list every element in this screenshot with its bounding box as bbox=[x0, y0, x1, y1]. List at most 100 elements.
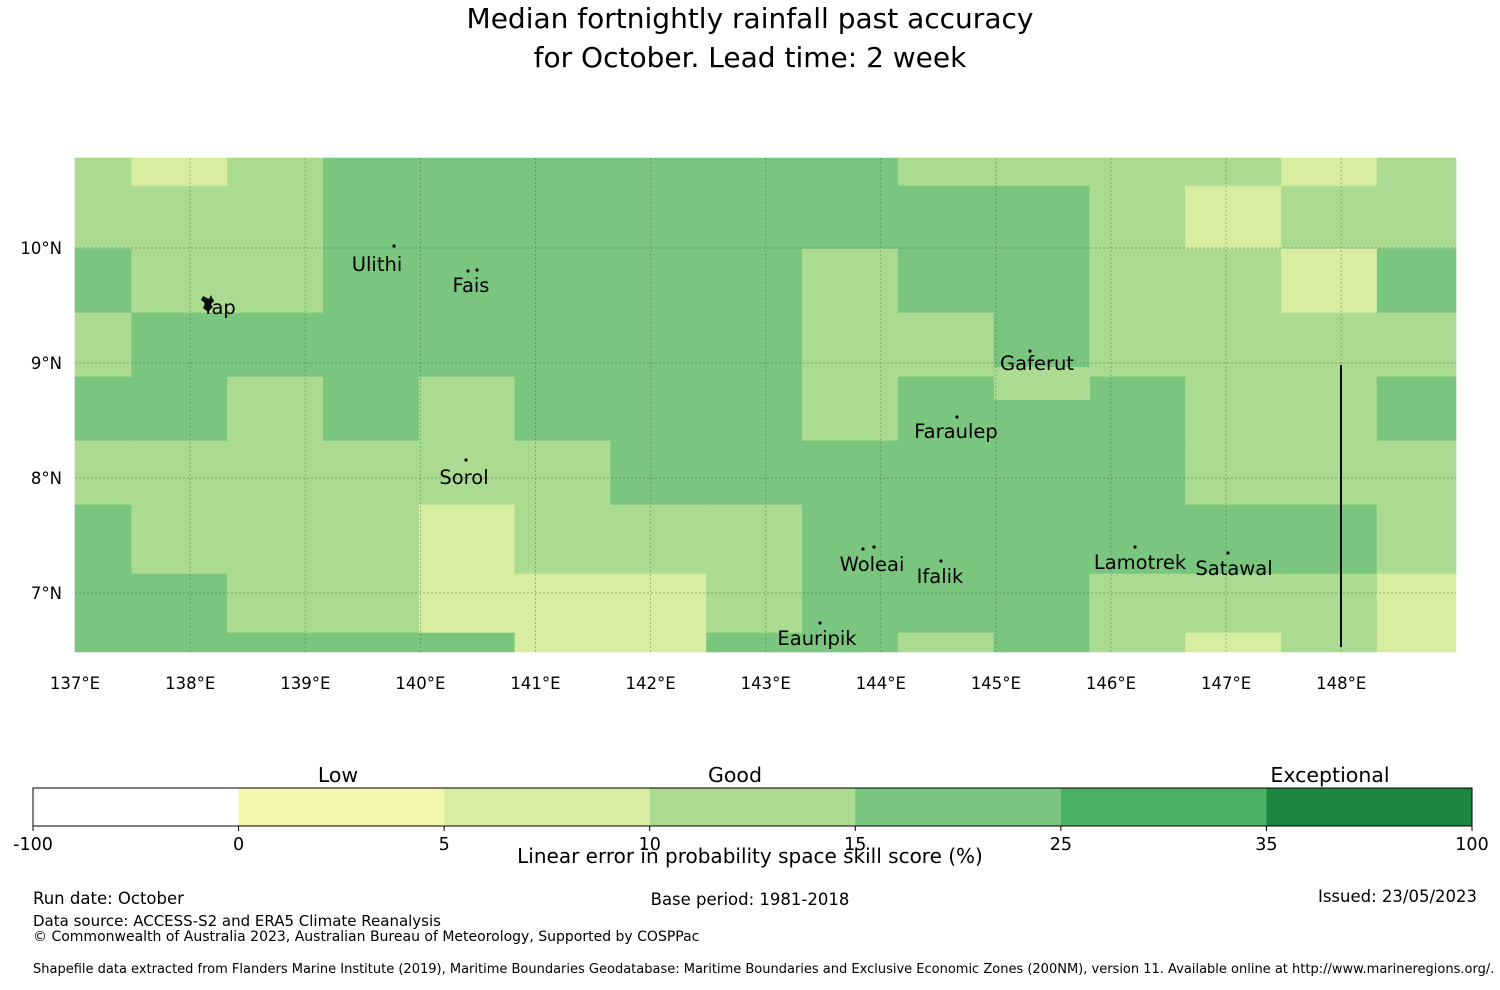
colorbar-tick-label: 5 bbox=[439, 835, 450, 855]
x-axis-tick-label: 140°E bbox=[395, 674, 445, 693]
island-label: Faraulep bbox=[914, 420, 998, 443]
y-axis-tick-label: 10°N bbox=[20, 239, 62, 258]
heatmap-cell bbox=[514, 440, 611, 506]
colorbar-segment bbox=[238, 788, 445, 826]
heatmap-cell bbox=[1281, 376, 1378, 442]
heatmap-cell bbox=[1376, 157, 1457, 187]
heatmap-cell bbox=[610, 157, 707, 187]
y-axis-tick-label: 7°N bbox=[31, 584, 62, 603]
base-period-label: Base period: 1981-2018 bbox=[650, 890, 850, 909]
heatmap-cell bbox=[897, 312, 995, 378]
colorbar-segment bbox=[1266, 788, 1473, 826]
x-axis-tick-label: 141°E bbox=[510, 674, 560, 693]
x-axis-tick-label: 143°E bbox=[741, 674, 791, 693]
heatmap-cell bbox=[1185, 573, 1282, 634]
heatmap-cell bbox=[1281, 573, 1378, 634]
x-axis-tick-label: 147°E bbox=[1201, 674, 1251, 693]
heatmap-cell bbox=[227, 185, 324, 250]
heatmap-cell bbox=[323, 248, 420, 314]
heatmap-cell bbox=[1089, 185, 1186, 250]
heatmap-cell bbox=[802, 185, 899, 250]
island-dot-icon bbox=[872, 545, 876, 549]
x-axis-tick-label: 144°E bbox=[856, 674, 906, 693]
heatmap-cell bbox=[610, 440, 707, 506]
colorbar-tick-label: -100 bbox=[13, 835, 53, 855]
heatmap-cell bbox=[74, 376, 132, 442]
heatmap-cell bbox=[131, 312, 228, 378]
heatmap-cell bbox=[227, 440, 324, 506]
heatmap-cell bbox=[74, 440, 132, 506]
colorbar-frame bbox=[32, 787, 1473, 827]
heatmap-cell bbox=[993, 504, 1090, 575]
island-label: Lamotrek bbox=[1094, 551, 1187, 574]
heatmap-cell bbox=[1281, 157, 1378, 187]
heatmap-cell bbox=[993, 185, 1090, 250]
colorbar-tick-label: 15 bbox=[844, 835, 866, 855]
heatmap-cell bbox=[514, 248, 611, 314]
colorbar-tick-label: 10 bbox=[639, 835, 661, 855]
heatmap-cell bbox=[514, 185, 611, 250]
heatmap-cell bbox=[418, 376, 516, 442]
heatmap-cell bbox=[227, 573, 324, 634]
heatmap-cell bbox=[706, 248, 803, 314]
heatmap-cell bbox=[610, 248, 707, 314]
colorbar-tick-label: 25 bbox=[1050, 835, 1072, 855]
heatmap-cell bbox=[74, 248, 132, 314]
island-label: Gaferut bbox=[1000, 352, 1074, 375]
heatmap-cell bbox=[1376, 632, 1457, 653]
heatmap-cell bbox=[1376, 504, 1457, 575]
heatmap-cell bbox=[802, 573, 899, 634]
heatmap-cell bbox=[1089, 312, 1186, 378]
island-dot-icon bbox=[1133, 545, 1137, 549]
heatmap-cell bbox=[1376, 185, 1457, 250]
heatmap-cell bbox=[418, 157, 516, 187]
heatmap-cell bbox=[1089, 632, 1186, 653]
x-axis-tick-label: 138°E bbox=[165, 674, 215, 693]
heatmap-cell bbox=[74, 185, 132, 250]
island-label: Sorol bbox=[439, 466, 488, 489]
heatmap-cell bbox=[131, 573, 228, 634]
x-axis-tick-label: 137°E bbox=[50, 674, 100, 693]
issued-date-label: Issued: 23/05/2023 bbox=[1317, 887, 1477, 906]
heatmap-cell bbox=[227, 248, 324, 314]
island-label: Satawal bbox=[1195, 557, 1272, 580]
colorbar-segment bbox=[1060, 788, 1267, 826]
heatmap-cell bbox=[418, 248, 516, 314]
island-dot-icon bbox=[464, 458, 468, 462]
heatmap-cell bbox=[706, 632, 803, 653]
heatmap-cell bbox=[418, 573, 516, 634]
heatmap-cell bbox=[610, 573, 707, 634]
heatmap-cell bbox=[1185, 376, 1282, 442]
heatmap-cell bbox=[897, 504, 995, 575]
island-dot-icon bbox=[955, 415, 959, 419]
colorbar-segment bbox=[855, 788, 1062, 826]
heatmap-cell bbox=[323, 185, 420, 250]
heatmap-cell bbox=[74, 573, 132, 634]
heatmap-cell bbox=[1089, 248, 1186, 314]
heatmap-patch-cell bbox=[994, 367, 1090, 400]
heatmap-cell bbox=[897, 632, 995, 653]
shapefile-attribution-label: Shapefile data extracted from Flanders M… bbox=[33, 962, 1495, 977]
heatmap-cell bbox=[514, 157, 611, 187]
heatmap-cell bbox=[131, 632, 228, 653]
heatmap-cell bbox=[1185, 440, 1282, 506]
heatmap-cell bbox=[802, 248, 899, 314]
heatmap-cell bbox=[227, 504, 324, 575]
colorbar-tick-label: 0 bbox=[233, 835, 244, 855]
colorbar-tick-label: 100 bbox=[1455, 835, 1488, 855]
heatmap-cell bbox=[610, 632, 707, 653]
heatmap-cell bbox=[897, 157, 995, 187]
heatmap-cell bbox=[227, 632, 324, 653]
heatmap-cell bbox=[1281, 312, 1378, 378]
heatmap-cell bbox=[610, 504, 707, 575]
heatmap-cell bbox=[1089, 504, 1186, 575]
heatmap-cell bbox=[993, 440, 1090, 506]
heatmap-cell bbox=[74, 632, 132, 653]
heatmap-cell bbox=[418, 185, 516, 250]
heatmap-cell bbox=[1281, 632, 1378, 653]
heatmap-cell bbox=[802, 376, 899, 442]
heatmap-cell bbox=[802, 157, 899, 187]
island-dot-icon bbox=[392, 244, 396, 248]
island-label: Ulithi bbox=[352, 253, 403, 276]
